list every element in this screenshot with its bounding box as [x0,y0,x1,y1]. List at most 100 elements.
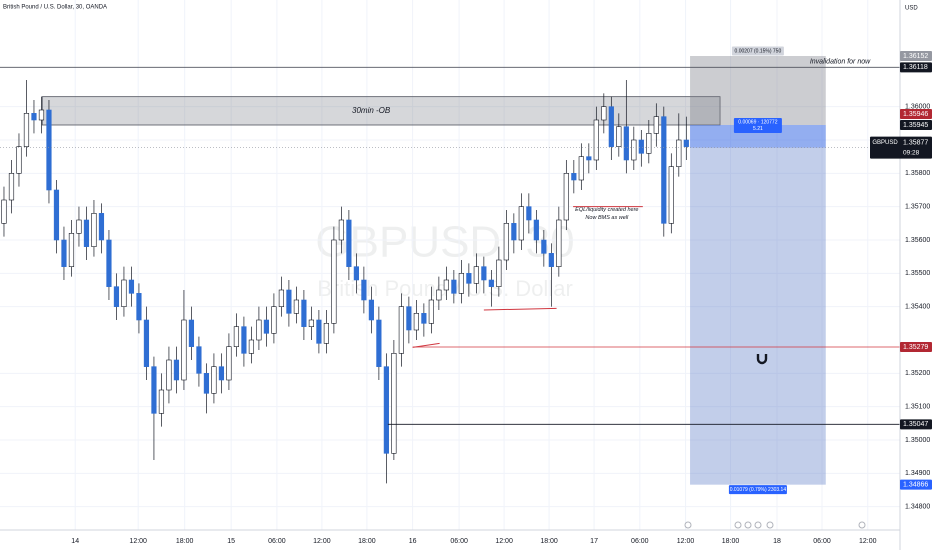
candles [1,80,689,484]
candle-body [136,293,142,321]
x-tick-label: 18:00 [722,538,740,545]
candle-body [608,106,614,147]
candle-body [541,239,547,254]
price-tag [900,51,932,61]
order-block-label: 30min -OB [352,106,391,115]
candle-body [361,279,367,301]
candle-body [173,359,180,381]
y-tick-label: 1.35100 [905,404,930,411]
countdown: 09:28 [903,149,920,156]
candle-body [376,319,382,367]
magnet-shape [756,354,768,365]
candle-body [271,306,277,334]
price-tag [900,419,932,430]
candle-body [481,266,487,281]
currency-label: USD [905,6,918,12]
event-icon[interactable] [754,521,762,529]
candle-body [353,266,359,281]
x-tick-label: 12:00 [495,538,513,545]
y-tick-label: 1.36000 [905,104,930,111]
price-tag-label: 1.35279 [903,344,928,351]
candle-body [346,219,352,267]
candle-body [683,139,689,147]
x-tick-label: 12:00 [677,538,695,545]
y-tick-label: 1.35500 [905,270,930,277]
candle-body [406,306,412,331]
price-tag [900,109,932,119]
candle-body [91,213,97,247]
y-tick-label: 1.35400 [905,304,930,311]
y-tick-label: 1.35800 [905,170,930,177]
event-icon[interactable] [858,521,866,529]
price-tag [900,342,932,352]
candle-body [98,213,105,241]
candle-body [181,319,187,381]
candle-body [8,173,15,201]
y-tick-label: 1.35600 [905,237,930,244]
candle-body [466,273,472,284]
candle-body [301,299,307,327]
event-icon[interactable] [734,521,742,529]
candle-body [1,199,7,224]
candle-body [548,253,554,267]
candle-body [413,313,419,331]
candle-body [668,166,674,224]
candle-body [563,173,569,221]
candle-body [421,313,427,324]
candle-body [638,139,644,154]
x-tick-label: 17 [590,538,598,545]
candle-body [38,109,45,121]
candle-body [166,359,172,391]
event-icon[interactable] [744,521,752,529]
candle-body [76,219,82,234]
event-icon[interactable] [766,521,774,529]
price-tag-label: 1.35945 [903,122,928,129]
candle-body [61,239,67,267]
event-icon[interactable] [684,521,692,529]
entry-label: 0.00069 · 120772 [738,119,777,125]
candle-body [623,126,629,161]
candle-body [653,116,659,134]
last-price-tag [870,136,932,159]
candle-body [533,219,539,241]
candle-body [368,299,374,321]
stop-label-box [731,46,784,56]
candle-body [263,319,270,334]
candle-body [593,119,599,161]
price-tag-label: 1.35047 [903,421,928,428]
trendline [483,307,557,311]
drawings: 30min -OB 0.00207 (0.15%) 750 0.00069 · 12… [0,46,900,495]
candle-body [631,139,637,161]
candle-body [511,223,517,241]
stop-label: 0.00207 (0.15%) 750 [735,48,782,54]
candle-body [578,156,584,181]
price-tags: 1.36152 1.36118 1.35946 1.35945 1.35279 1.350… [870,51,932,490]
candle-body [661,116,667,224]
candle-body [646,133,652,154]
candle-body [121,279,127,307]
candle-body [316,319,322,344]
candle-body [496,259,502,287]
candle-body [571,173,577,181]
candle-body [616,126,622,147]
y-tick-label: 1.34900 [905,470,930,477]
annotation: Invalidation for now [810,59,871,66]
candle-body [203,373,210,394]
x-tick-label: 15 [227,538,235,545]
candle-body [473,266,479,284]
candle-body [331,239,337,324]
candle-body [46,109,52,191]
candle-body [526,206,532,221]
price-tag [900,62,932,73]
axes: 1.360001.359001.358001.357001.356001.355… [71,104,930,545]
candle-body [241,326,247,354]
candle-body [83,219,90,247]
candle-body [53,189,60,241]
candle-body [256,319,262,341]
candle-body [128,279,135,294]
annotation: Now BMS as well [585,215,629,221]
annotation: EQL/liquidity created here [575,207,638,213]
x-tick-label: 18:00 [358,538,376,545]
x-tick-label: 06:00 [268,538,286,545]
